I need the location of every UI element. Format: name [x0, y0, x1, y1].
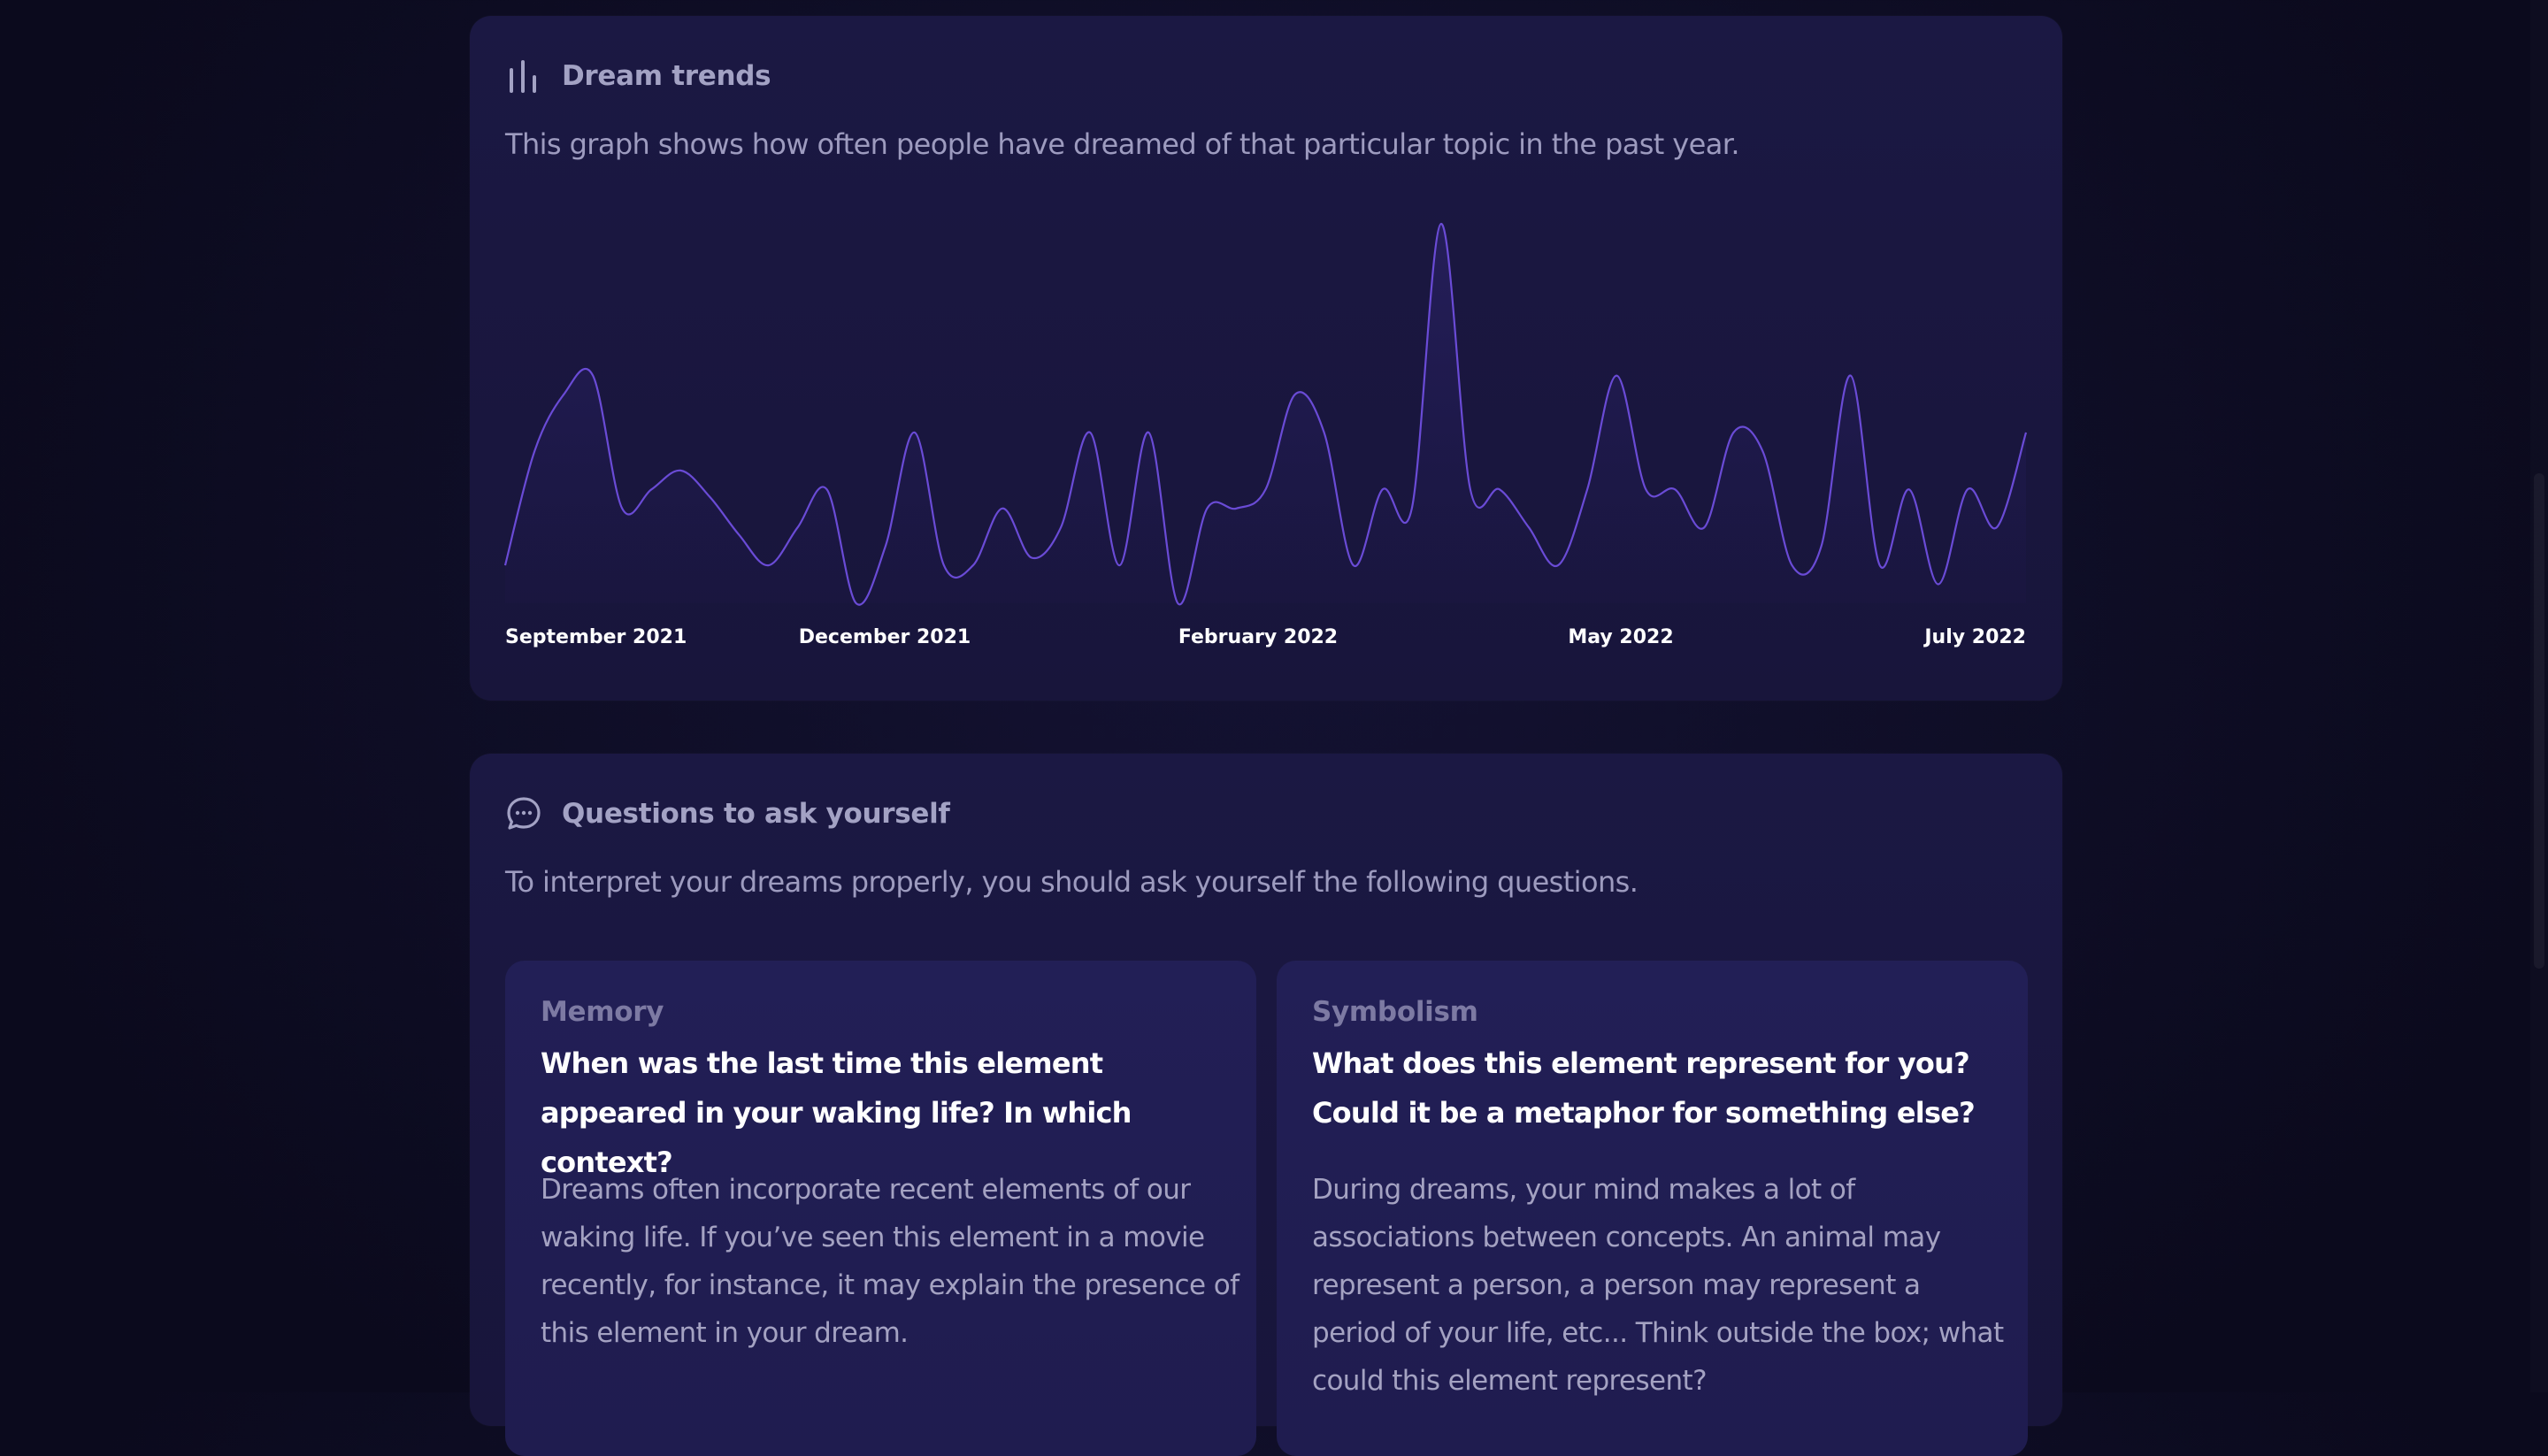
- x-tick-label: May 2022: [1568, 626, 1673, 648]
- questions-card: Questions to ask yourself To interpret y…: [470, 754, 2062, 1456]
- x-tick-label: July 2022: [1923, 626, 2026, 648]
- question-category: Memory: [541, 996, 664, 1028]
- trend-area-fill: [505, 223, 2026, 605]
- dream-trends-description: This graph shows how often people have d…: [505, 127, 1740, 161]
- scrollbar-thumb[interactable]: [2534, 473, 2544, 969]
- questions-description: To interpret your dreams properly, you s…: [505, 865, 1639, 899]
- question-text: What does this element represent for you…: [1312, 1046, 1976, 1130]
- dream-trends-chart: September 2021 December 2021 February 2022…: [503, 222, 2028, 648]
- question-explanation: Dreams often incorporate recent elements…: [541, 1174, 1239, 1349]
- x-tick-label: February 2022: [1178, 626, 1338, 648]
- bar-chart-icon: [510, 60, 536, 93]
- dream-trends-card: Dream trends This graph shows how often …: [470, 16, 2062, 701]
- x-tick-label: September 2021: [505, 626, 687, 648]
- dream-trends-header: Dream trends: [505, 55, 771, 97]
- questions-header: Questions to ask yourself: [505, 793, 950, 835]
- dream-trends-title: Dream trends: [562, 60, 771, 92]
- question-category: Symbolism: [1312, 996, 1478, 1028]
- questions-title: Questions to ask yourself: [562, 798, 950, 830]
- x-tick-label: December 2021: [799, 626, 971, 648]
- question-card-memory: Memory When was the last time this eleme…: [505, 961, 1256, 1456]
- question-explanation: During dreams, your mind makes a lot of …: [1312, 1174, 2004, 1397]
- question-card-symbolism: Symbolism What does this element represe…: [1277, 961, 2028, 1456]
- trend-series-line: [503, 222, 2028, 606]
- question-text: When was the last time this element appe…: [541, 1046, 1132, 1179]
- chat-bubble-icon: [507, 797, 541, 830]
